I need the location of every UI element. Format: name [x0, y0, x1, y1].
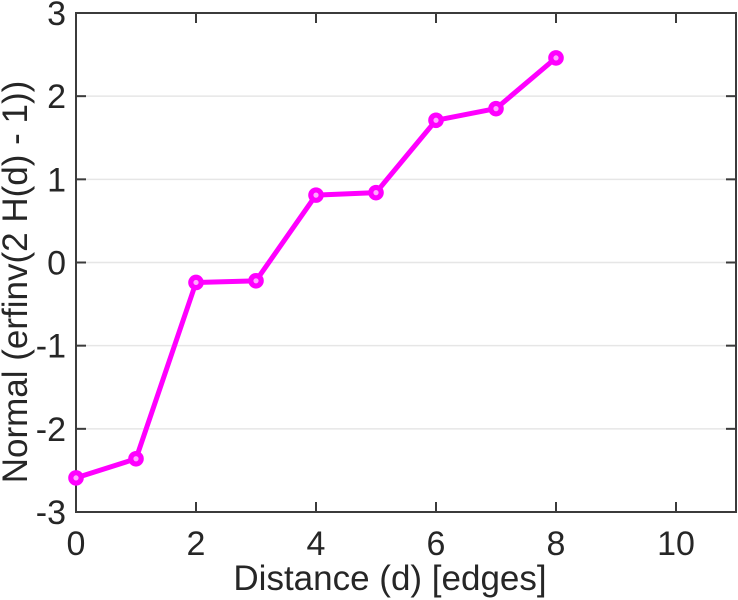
data-point-marker [68, 470, 84, 486]
x-tick-label: 8 [547, 525, 566, 563]
axes-box [75, 12, 737, 513]
y-tick-label: -2 [36, 411, 66, 449]
data-point-marker [368, 184, 384, 201]
x-tick-labels: 0 2 4 6 8 10 [67, 525, 695, 563]
data-point-marker [488, 100, 504, 117]
y-tick-label: -1 [36, 328, 66, 366]
y-tick-label: 2 [47, 78, 66, 116]
data-point-marker [548, 50, 564, 66]
data-markers [68, 50, 564, 486]
axis-ticks [75, 12, 736, 513]
x-tick-label: 4 [307, 525, 326, 563]
y-tick-label: 1 [47, 161, 66, 199]
y-tick-labels: -3 -2 -1 0 1 2 3 [36, 0, 66, 532]
gridlines [76, 95, 736, 430]
data-point-marker [308, 187, 324, 203]
data-point-marker [128, 450, 144, 467]
x-tick-label: 0 [67, 525, 86, 563]
y-tick-label: -3 [36, 494, 66, 532]
data-point-marker [188, 274, 204, 291]
x-axis-label: Distance (d) [edges] [233, 559, 546, 598]
data-point-marker [428, 112, 444, 129]
x-tick-label: 2 [187, 525, 206, 563]
y-tick-label: 0 [47, 245, 66, 283]
data-point-marker [248, 272, 264, 289]
y-axis-label: Normal (erfinv(2 H(d) - 1)) [0, 81, 35, 484]
x-tick-label: 10 [657, 525, 695, 563]
y-tick-label: 3 [47, 0, 66, 33]
x-tick-label: 6 [427, 525, 446, 563]
